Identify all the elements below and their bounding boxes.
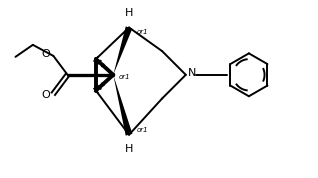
- Text: or1: or1: [119, 74, 130, 80]
- Text: O: O: [41, 90, 50, 100]
- Text: H: H: [125, 8, 133, 18]
- Text: H: H: [125, 144, 133, 154]
- Text: N: N: [188, 68, 197, 78]
- Text: or1: or1: [136, 127, 148, 133]
- Text: or1: or1: [136, 29, 148, 35]
- Text: O: O: [41, 49, 50, 59]
- Polygon shape: [113, 26, 132, 75]
- Polygon shape: [113, 75, 132, 136]
